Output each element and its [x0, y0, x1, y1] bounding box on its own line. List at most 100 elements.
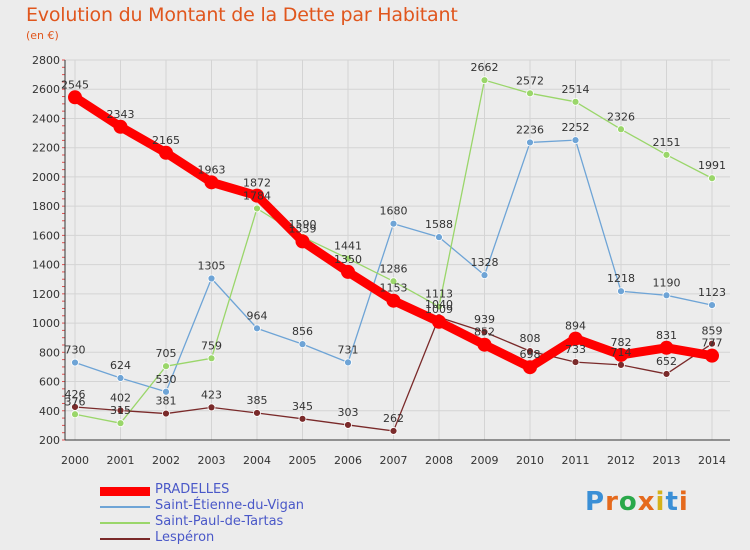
data-label: 2572	[516, 74, 544, 87]
legend-swatch	[100, 506, 150, 508]
data-label: 1305	[198, 260, 226, 273]
data-point	[207, 354, 216, 363]
data-label: 2151	[653, 136, 681, 149]
data-label: 1991	[698, 159, 726, 172]
data-label: 345	[292, 400, 313, 413]
y-tick-label: 2200	[32, 142, 60, 155]
y-tick-label: 2800	[32, 54, 60, 67]
legend-label: Saint-Paul-de-Tartas	[155, 514, 284, 529]
data-label: 530	[156, 373, 177, 386]
data-point	[207, 403, 216, 412]
data-label: 1218	[607, 272, 635, 285]
x-tick-label: 2002	[152, 454, 180, 467]
data-point	[344, 358, 352, 367]
data-label: 2326	[607, 110, 635, 123]
data-point	[662, 370, 671, 378]
data-label: 2165	[152, 134, 180, 147]
data-point	[71, 358, 79, 367]
data-label: 1963	[198, 163, 226, 176]
chart-subtitle: (en €)	[26, 29, 59, 42]
data-point	[571, 358, 580, 367]
x-tick-label: 2003	[198, 454, 226, 467]
chart-title: Evolution du Montant de la Dette par Hab…	[26, 4, 458, 26]
y-tick-label: 400	[39, 405, 60, 418]
data-label: 1153	[380, 282, 408, 295]
data-point	[253, 204, 261, 213]
data-label: 777	[702, 337, 723, 350]
y-tick-label: 2000	[32, 171, 60, 184]
data-point	[295, 234, 310, 249]
data-label: 624	[110, 359, 131, 372]
x-tick-label: 2014	[698, 454, 726, 467]
data-point	[159, 145, 173, 160]
data-label: 381	[156, 395, 177, 408]
data-label: 1190	[653, 276, 681, 289]
x-tick-label: 2000	[61, 454, 89, 467]
data-point	[571, 97, 580, 106]
data-label: 714	[611, 346, 632, 359]
data-label: 402	[110, 391, 131, 404]
data-label: 731	[338, 343, 359, 356]
data-point	[298, 414, 307, 423]
data-point	[480, 328, 489, 336]
data-label: 808	[520, 332, 541, 345]
data-point	[662, 291, 671, 300]
data-point	[659, 340, 674, 355]
x-tick-label: 2009	[471, 454, 499, 467]
data-point	[617, 287, 625, 296]
data-point	[207, 274, 216, 283]
legend-label: PRADELLES	[155, 482, 230, 497]
data-point	[389, 219, 398, 228]
data-label: 852	[474, 326, 495, 339]
y-tick-label: 1600	[32, 229, 60, 242]
x-tick-label: 2008	[425, 454, 453, 467]
data-point	[705, 348, 719, 363]
data-label: 831	[656, 329, 677, 342]
data-label: 2514	[562, 83, 590, 96]
data-label: 1784	[243, 189, 271, 202]
x-tick-label: 2006	[334, 454, 362, 467]
data-label: 1009	[425, 303, 453, 316]
data-point	[344, 254, 352, 263]
data-label: 2252	[562, 121, 590, 134]
data-point	[480, 76, 489, 85]
y-tick-label: 200	[39, 434, 60, 447]
data-point	[113, 119, 128, 134]
logo-letter: x	[637, 487, 656, 517]
data-point	[435, 233, 443, 242]
data-label: 1286	[380, 262, 408, 275]
data-point	[523, 360, 537, 375]
legend-label: Lespéron	[155, 530, 215, 545]
data-label: 426	[65, 388, 86, 401]
data-label: 859	[702, 325, 723, 338]
data-label: 303	[338, 406, 359, 419]
data-point	[389, 277, 398, 286]
legend-swatch	[100, 538, 150, 540]
data-label: 894	[565, 320, 586, 333]
data-point	[162, 362, 170, 371]
data-label: 856	[292, 325, 313, 338]
data-label: 376	[65, 395, 86, 408]
data-point	[116, 419, 125, 428]
y-tick-label: 800	[39, 346, 60, 359]
data-label: 385	[247, 394, 268, 407]
data-point	[708, 339, 716, 348]
data-label: 1441	[334, 240, 362, 253]
data-point	[162, 409, 170, 418]
legend-label: Saint-Étienne-du-Vigan	[155, 498, 305, 513]
data-label: 1680	[380, 205, 408, 218]
data-point	[617, 360, 625, 369]
data-label: 964	[247, 309, 268, 322]
data-label: 423	[201, 388, 222, 401]
data-point	[71, 410, 79, 419]
y-tick-label: 1800	[32, 200, 60, 213]
data-point	[614, 347, 628, 362]
logo-letter: i	[655, 487, 666, 517]
x-tick-label: 2011	[562, 454, 590, 467]
data-label: 759	[201, 339, 222, 352]
data-point	[162, 387, 170, 396]
y-tick-label: 2400	[32, 112, 60, 125]
data-point	[204, 175, 219, 190]
